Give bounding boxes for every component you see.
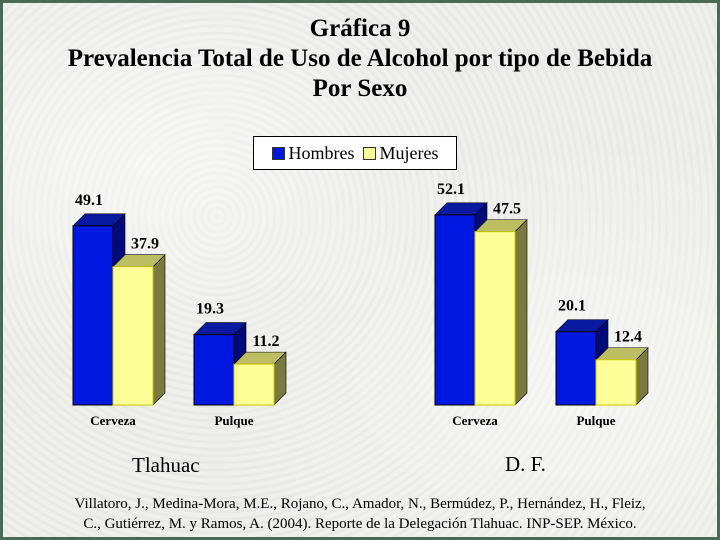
legend: Hombres Mujeres [253, 136, 457, 170]
legend-label-hombres: Hombres [288, 142, 355, 163]
legend-item-hombres: Hombres [271, 142, 355, 164]
value-label-tlahuac-cerveza-hombres: 49.1 [75, 192, 103, 209]
bar-tlahuac-pulque-mujeres [233, 363, 275, 406]
category-label-tlahuac-cerveza: Cerveza [90, 413, 136, 428]
legend-label-mujeres: Mujeres [379, 142, 439, 163]
bar-d-f-pulque-mujeres [595, 359, 637, 406]
legend-swatch-mujeres [362, 146, 376, 160]
value-label-tlahuac-pulque-mujeres: 11.2 [252, 333, 279, 350]
bar-d-f-cerveza-hombres [434, 214, 476, 406]
citation-line-2: C., Gutiérrez, M. y Ramos, A. (2004). Re… [83, 516, 637, 532]
bar-d-f-cerveza-mujeres [474, 231, 516, 406]
category-label-tlahuac-pulque: Pulque [214, 413, 253, 428]
bar-tlahuac-cerveza-hombres [72, 225, 114, 406]
value-label-tlahuac-cerveza-mujeres: 37.9 [131, 236, 159, 253]
value-label-d-f-cerveza-hombres: 52.1 [437, 181, 465, 198]
bar-tlahuac-cerveza-mujeres [112, 266, 154, 406]
title-line-1: Gráfica 9 [309, 15, 411, 42]
value-label-d-f-pulque-hombres: 20.1 [558, 298, 586, 315]
bar-d-f-cerveza-mujeres-side [514, 218, 528, 406]
category-label-d-f-cerveza: Cerveza [452, 413, 498, 428]
chart-title: Gráfica 9 Prevalencia Total de Uso de Al… [0, 14, 720, 104]
bar-d-f-pulque-hombres [555, 331, 597, 406]
group-label-tlahuac: Tlahuac [132, 453, 200, 477]
category-label-d-f-pulque: Pulque [576, 413, 615, 428]
group-label-df: D. F. [505, 452, 546, 476]
citation: Villatoro, J., Medina-Mora, M.E., Rojano… [20, 494, 700, 534]
legend-item-mujeres: Mujeres [362, 142, 439, 164]
title-line-2: Prevalencia Total de Uso de Alcohol por … [67, 45, 653, 72]
value-label-d-f-cerveza-mujeres: 47.5 [493, 201, 521, 218]
legend-swatch-hombres [271, 146, 285, 160]
bar-tlahuac-pulque-hombres [193, 334, 235, 406]
bar-tlahuac-cerveza-mujeres-side [152, 253, 166, 406]
value-label-tlahuac-pulque-hombres: 19.3 [196, 301, 224, 318]
citation-line-1: Villatoro, J., Medina-Mora, M.E., Rojano… [74, 496, 646, 512]
title-line-3: Por Sexo [312, 75, 408, 102]
value-label-d-f-pulque-mujeres: 12.4 [614, 329, 642, 346]
